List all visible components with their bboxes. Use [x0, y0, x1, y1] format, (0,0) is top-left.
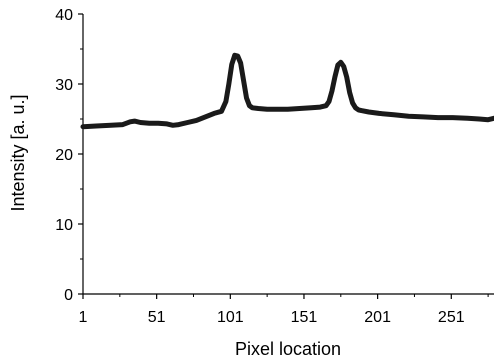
axes: [82, 14, 494, 295]
x-tick-label: 51: [148, 309, 166, 326]
y-tick-label: 30: [55, 77, 73, 94]
series-line: [80, 52, 494, 130]
x-tick-label: 151: [291, 309, 318, 326]
x-tick-label: 101: [217, 309, 244, 326]
x-tick-label: 251: [438, 309, 465, 326]
y-tick-label: 0: [64, 287, 73, 304]
x-axis-title: Pixel location: [235, 339, 341, 359]
y-tick-label: 40: [55, 7, 73, 24]
series-layer: [80, 52, 494, 130]
y-axis-title: Intensity [a. u.]: [8, 94, 28, 211]
ticks: [78, 13, 489, 299]
y-tick-label: 20: [55, 147, 73, 164]
x-tick-label: 1: [79, 309, 88, 326]
x-tick-label: 201: [364, 309, 391, 326]
y-tick-label: 10: [55, 217, 73, 234]
